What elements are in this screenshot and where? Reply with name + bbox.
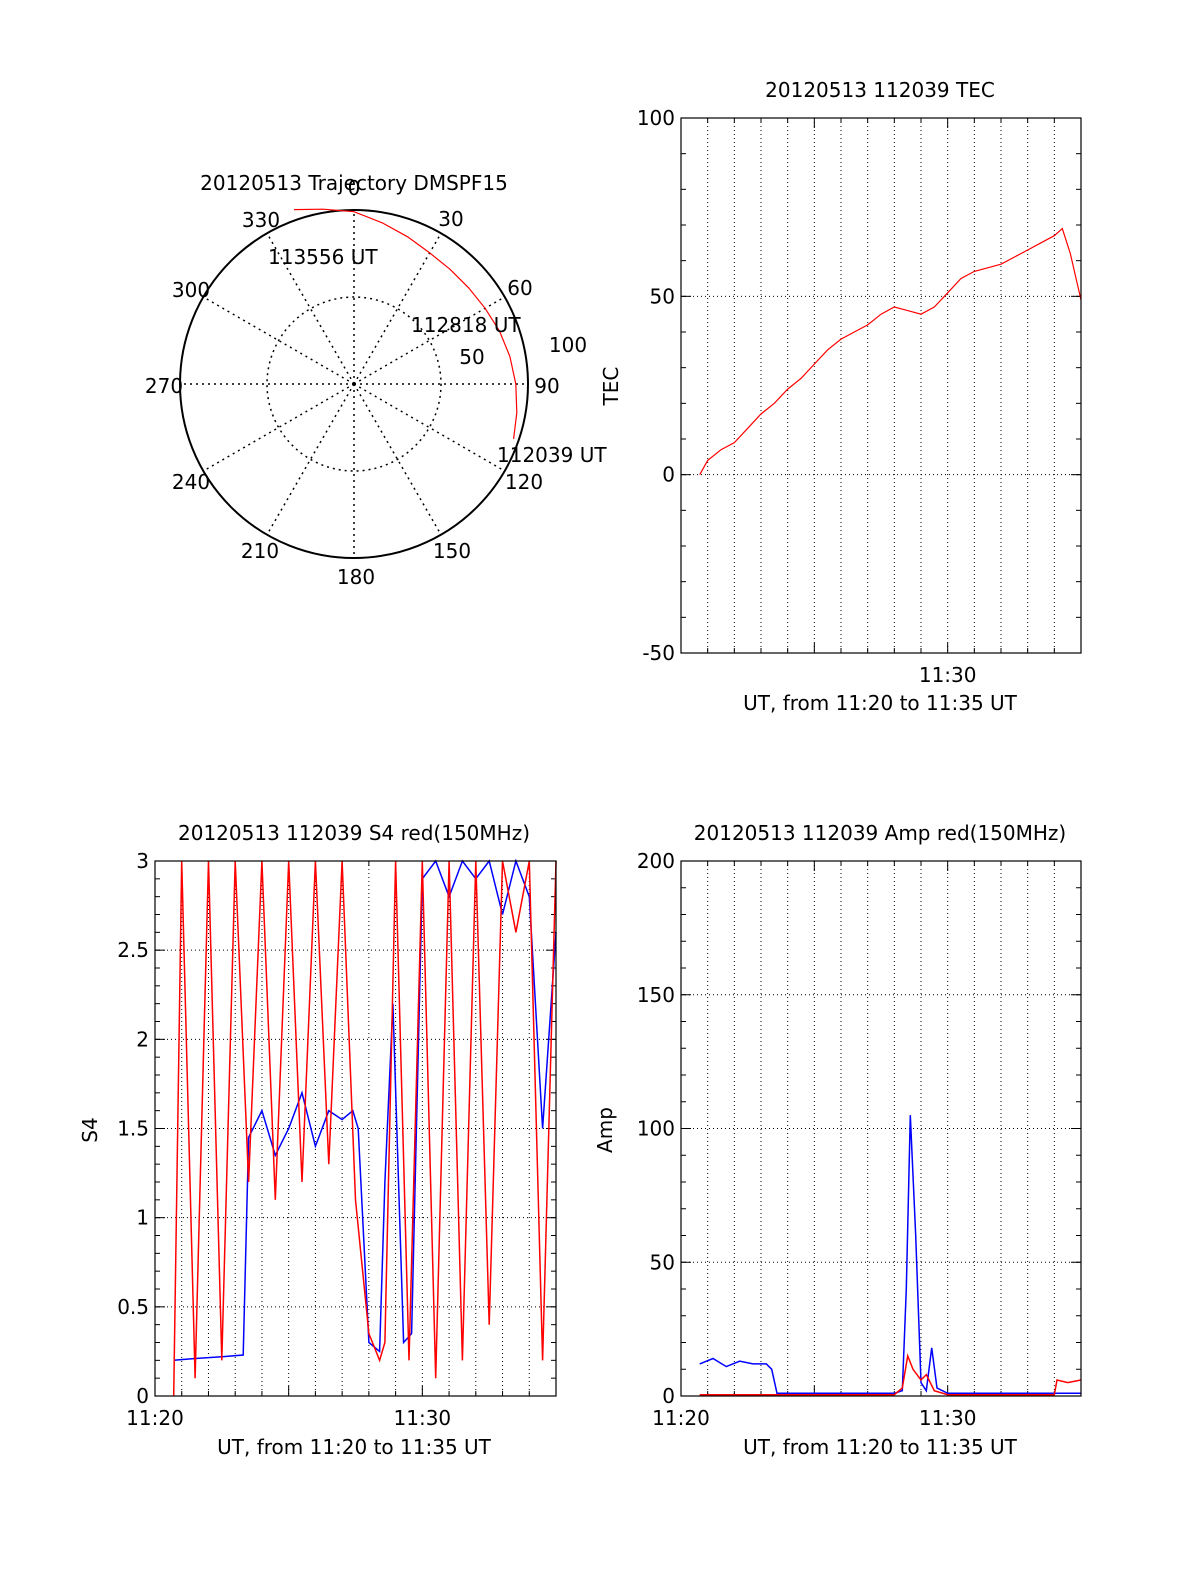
polar-angle-label: 90	[534, 374, 559, 398]
polar-spoke	[353, 383, 506, 472]
polar-title: 20120513 Trajectory DMSPF15	[200, 171, 508, 195]
y-tick-label: 1.5	[117, 1117, 149, 1141]
annotation-113556: 113556 UT	[268, 245, 378, 269]
plot-frame	[680, 860, 1082, 1397]
polar-angle-label: 210	[241, 539, 279, 563]
polar-spoke	[266, 232, 355, 385]
y-tick-label: 2	[136, 1027, 149, 1051]
amp-ylabel: Amp	[593, 1107, 617, 1153]
polar-angle-label: 300	[172, 278, 210, 302]
series-line-blue	[173, 858, 557, 1362]
y-tick-label: 50	[650, 1250, 675, 1274]
y-tick-label: 150	[637, 983, 675, 1007]
y-tick-label: 100	[637, 1117, 675, 1141]
s4-ylabel: S4	[78, 1117, 102, 1142]
plot-frame	[154, 860, 557, 1397]
polar-radial-label: 50	[459, 345, 484, 369]
polar-angle-label: 60	[507, 276, 532, 300]
x-tick-label: 11:30	[919, 1406, 977, 1430]
polar-track	[293, 208, 518, 439]
polar-angle-label: 30	[438, 207, 463, 231]
polar-angle-label: 120	[505, 470, 543, 494]
s4-plot-area: 0 0.5 1 1.5 2 2.5 3 11:20 11:30	[117, 849, 557, 1430]
annotation-112039: 112039 UT	[497, 443, 607, 467]
polar-angle-labels: 0 30 60 90 120 150 180 210 240 270 300 330	[145, 176, 560, 589]
annotation-112818: 112818 UT	[411, 313, 521, 337]
amp-plot-area: 0 50 100 150 200 11:20 11:30	[637, 849, 1082, 1430]
polar-ring	[266, 296, 442, 472]
tec-plot-area: -50 0 50 100 11:30	[637, 106, 1082, 687]
polar-angle-label: 0	[348, 176, 361, 200]
y-tick-label: 200	[637, 849, 675, 873]
amp-title: 20120513 112039 Amp red(150MHz)	[694, 821, 1066, 845]
x-tick-label: 11:20	[652, 1406, 710, 1430]
polar-spoke	[202, 383, 355, 472]
series-line-red	[699, 227, 1082, 475]
polar-angle-label: 240	[172, 470, 210, 494]
tec-xlabel: UT, from 11:20 to 11:35 UT	[743, 691, 1018, 715]
trajectory-line	[293, 208, 518, 439]
x-tick-label: 11:30	[394, 1406, 452, 1430]
y-tick-label: 0	[662, 463, 675, 487]
tec-title: 20120513 112039 TEC	[765, 78, 995, 102]
polar-spoke	[266, 383, 355, 536]
y-tick-label: 1	[136, 1206, 149, 1230]
x-tick-label: 11:20	[126, 1406, 184, 1430]
polar-trajectory-chart: 20120513 Trajectory DMSPF15 0 30 60 90 120 15…	[145, 171, 607, 589]
polar-spoke	[353, 383, 442, 536]
s4-chart: 20120513 112039 S4 red(150MHz) 0 0.5 1 1.5 2…	[78, 821, 557, 1459]
y-tick-label: 50	[650, 284, 675, 308]
tec-ylabel: TEC	[599, 367, 623, 407]
polar-radial-labels: 50 100	[459, 333, 587, 369]
polar-grid	[179, 209, 529, 559]
y-tick-label: 100	[637, 106, 675, 130]
polar-angle-label: 180	[337, 565, 375, 589]
polar-outer-circle	[179, 209, 529, 559]
polar-angle-label: 270	[145, 374, 183, 398]
tec-chart: 20120513 112039 TEC -50 0 50 100 11:30 UT, f…	[599, 78, 1082, 715]
y-tick-label: 2.5	[117, 938, 149, 962]
plot-frame	[680, 117, 1082, 654]
s4-title: 20120513 112039 S4 red(150MHz)	[178, 821, 530, 845]
y-tick-label: 0	[136, 1384, 149, 1408]
polar-spoke	[353, 232, 442, 385]
series-line-red	[699, 1353, 1082, 1396]
polar-spoke	[353, 296, 506, 385]
polar-angle-label: 150	[433, 539, 471, 563]
y-tick-label: 3	[136, 849, 149, 873]
y-tick-label: 0.5	[117, 1295, 149, 1319]
amp-xlabel: UT, from 11:20 to 11:35 UT	[743, 1435, 1018, 1459]
y-tick-label: 0	[662, 1384, 675, 1408]
x-tick-label: 11:30	[919, 663, 977, 687]
series-line-blue	[699, 1115, 1081, 1395]
s4-xlabel: UT, from 11:20 to 11:35 UT	[217, 1435, 492, 1459]
amp-chart: 20120513 112039 Amp red(150MHz) 0 50 100 15…	[593, 821, 1082, 1459]
polar-spoke	[202, 296, 355, 385]
polar-radial-label: 100	[549, 333, 587, 357]
y-tick-label: -50	[642, 641, 675, 665]
polar-angle-label: 330	[242, 208, 280, 232]
